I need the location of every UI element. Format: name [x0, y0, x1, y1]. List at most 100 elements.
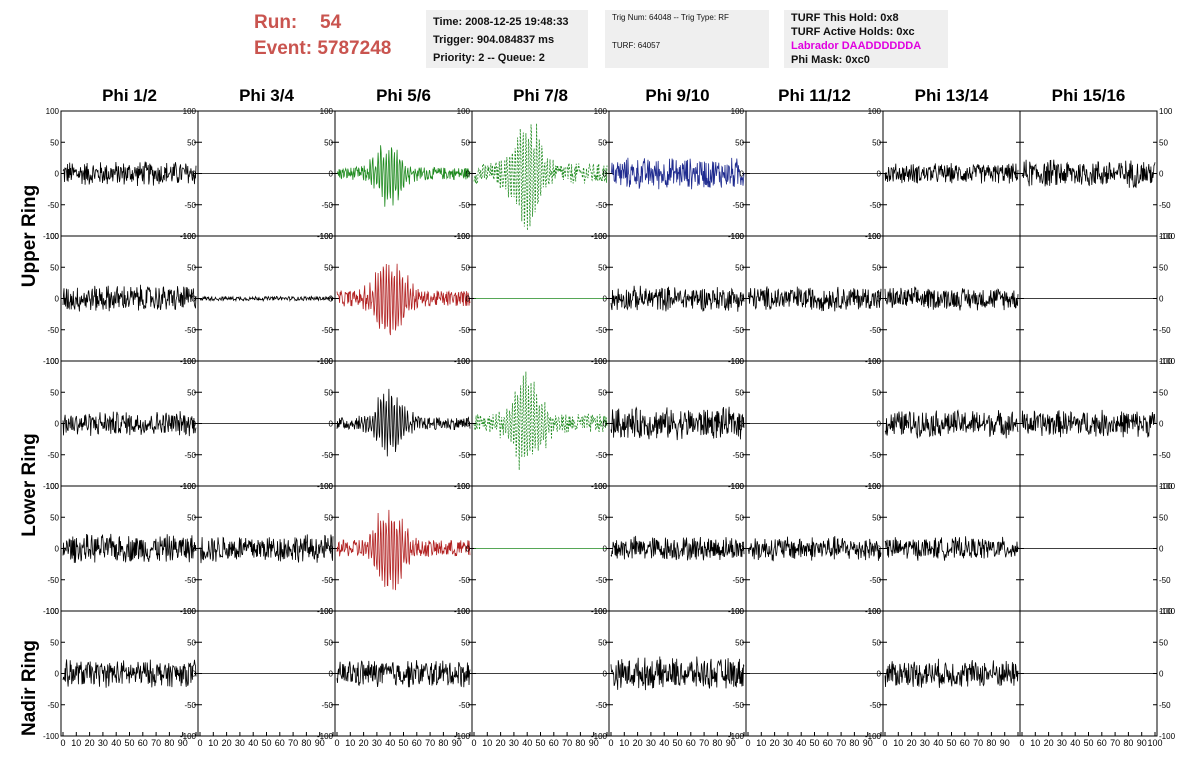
ytick-label-r0-c1-2: 0: [192, 170, 197, 179]
ytick-label-r1-c7-0: 100: [1159, 232, 1173, 241]
ytick-label-r2-c4-1: 50: [598, 388, 607, 397]
xtick-label-c3-8: 80: [575, 738, 585, 748]
trig-num-text: Trig Num: 64048 -- Trig Type: RF: [612, 13, 729, 22]
ytick-label-r2-c6-0: 100: [868, 357, 882, 366]
ytick-label-r2-c2-1: 50: [324, 388, 333, 397]
xtick-label-c4-9: 90: [726, 738, 736, 748]
ytick-label-r3-c3-2: 0: [466, 545, 471, 554]
ytick-label-r1-c3-2: 0: [466, 295, 471, 304]
xtick-label-c5-6: 60: [823, 738, 833, 748]
ytick-label-r1-c0-3: -50: [47, 326, 59, 335]
xtick-label-c6-1: 10: [893, 738, 903, 748]
ytick-label-r3-c5-3: -50: [732, 576, 744, 585]
event-label: Event:: [254, 38, 313, 59]
trace-r4-c0: [62, 659, 197, 688]
ytick-label-r3-c2-2: 0: [329, 545, 334, 554]
xtick-label-c5-9: 90: [863, 738, 873, 748]
ytick-label-r1-c4-0: 100: [594, 232, 608, 241]
ytick-label-r3-c5-1: 50: [735, 513, 744, 522]
ytick-label-r0-c3-3: -50: [458, 201, 470, 210]
ytick-label-r4-c0-0: 100: [46, 607, 60, 616]
ytick-label-r0-c1-0: 100: [183, 107, 197, 116]
xtick-label-c3-3: 30: [509, 738, 519, 748]
ytick-label-r3-c0-1: 50: [50, 513, 59, 522]
ytick-label-r4-c3-1: 50: [461, 638, 470, 647]
trace-r3-c2: [336, 509, 471, 591]
ytick-label-r0-c5-1: 50: [735, 138, 744, 147]
ytick-label-r3-c7-3: -50: [1159, 576, 1171, 585]
ytick-label-r3-c4-3: -50: [595, 576, 607, 585]
trace-r2-c7: [1021, 409, 1156, 438]
xtick-label-c4-4: 40: [659, 738, 669, 748]
ytick-label-r1-c4-3: -50: [595, 326, 607, 335]
phi-header-6: Phi 11/12: [778, 86, 851, 105]
phi-header-2: Phi 3/4: [239, 86, 294, 105]
xtick-label-c4-6: 60: [686, 738, 696, 748]
xtick-label-c4-7: 70: [699, 738, 709, 748]
ytick-label-r2-c1-1: 50: [187, 388, 196, 397]
ytick-label-r0-c1-3: -50: [184, 201, 196, 210]
trigger-text: Trigger: 904.084837 ms: [433, 34, 555, 46]
ytick-label-r3-c6-1: 50: [872, 513, 881, 522]
xtick-label-c7-7: 70: [1110, 738, 1120, 748]
ytick-label-r1-c3-0: 100: [457, 232, 471, 241]
xtick-label-c7-2: 20: [1044, 738, 1054, 748]
ytick-label-r4-c7-0: 100: [1159, 607, 1173, 616]
xtick-label-c1-4: 40: [248, 738, 258, 748]
xtick-label-c3-2: 20: [496, 738, 506, 748]
xtick-label-c2-4: 40: [385, 738, 395, 748]
ytick-label-r1-c1-1: 50: [187, 263, 196, 272]
ytick-label-r2-c7-1: 50: [1159, 388, 1168, 397]
ytick-label-r2-c4-3: -50: [595, 451, 607, 460]
xtick-label-c6-6: 60: [960, 738, 970, 748]
trace-r1-c6: [884, 286, 1019, 311]
xtick-label-c7-3: 30: [1057, 738, 1067, 748]
ytick-label-r3-c1-2: 0: [192, 545, 197, 554]
ytick-label-r3-c6-3: -50: [869, 576, 881, 585]
ytick-label-r0-c0-2: 0: [55, 170, 60, 179]
ytick-label-r2-c2-0: 100: [320, 357, 334, 366]
ytick-label-r4-c3-3: -50: [458, 701, 470, 710]
ytick-label-r3-c2-3: -50: [321, 576, 333, 585]
xtick-label-c2-1: 10: [345, 738, 355, 748]
xtick-label-c6-9: 90: [1000, 738, 1010, 748]
trace-r1-c0: [62, 284, 197, 312]
ytick-label-r2-c5-0: 100: [731, 357, 745, 366]
ytick-label-r2-c3-3: -50: [458, 451, 470, 460]
ytick-label-r4-c7-1: 50: [1159, 638, 1168, 647]
trace-r2-c6: [884, 409, 1019, 439]
trace-r1-c2: [336, 263, 471, 336]
ytick-label-r4-c6-1: 50: [872, 638, 881, 647]
ytick-label-r4-c2-4: -100: [317, 732, 334, 741]
ytick-label-r4-c4-2: 0: [603, 670, 608, 679]
xtick-label-c6-5: 50: [946, 738, 956, 748]
ytick-label-r2-c3-1: 50: [461, 388, 470, 397]
ytick-label-r2-c7-2: 0: [1159, 420, 1164, 429]
ytick-label-r2-c7-0: 100: [1159, 357, 1173, 366]
ytick-label-r4-c5-3: -50: [732, 701, 744, 710]
ytick-label-r0-c0-1: 50: [50, 138, 59, 147]
trace-r2-c4: [610, 406, 745, 441]
ytick-label-r0-c5-0: 100: [731, 107, 745, 116]
xtick-label-c6-4: 40: [933, 738, 943, 748]
ytick-label-r1-c1-3: -50: [184, 326, 196, 335]
xtick-label-c1-3: 30: [235, 738, 245, 748]
ytick-label-r1-c5-3: -50: [732, 326, 744, 335]
xtick-label-c0-1: 10: [71, 738, 81, 748]
phi-header-3: Phi 5/6: [376, 86, 431, 105]
xtick-label-c1-9: 90: [315, 738, 325, 748]
xtick-label-c1-0: 0: [197, 738, 202, 748]
phi-header-4: Phi 7/8: [513, 86, 568, 105]
ytick-label-r3-c7-1: 50: [1159, 513, 1168, 522]
xtick-label-c0-8: 80: [164, 738, 174, 748]
time-text: Time: 2008-12-25 19:48:33: [433, 16, 569, 28]
xtick-label-c2-5: 50: [398, 738, 408, 748]
ytick-label-r1-c2-3: -50: [321, 326, 333, 335]
xtick-label-c0-5: 50: [124, 738, 134, 748]
ytick-label-r4-c2-2: 0: [329, 670, 334, 679]
ytick-label-r1-c2-0: 100: [320, 232, 334, 241]
ytick-label-r3-c1-0: 100: [183, 482, 197, 491]
ytick-label-r2-c6-1: 50: [872, 388, 881, 397]
ytick-label-r3-c3-1: 50: [461, 513, 470, 522]
xtick-label-c5-4: 40: [796, 738, 806, 748]
